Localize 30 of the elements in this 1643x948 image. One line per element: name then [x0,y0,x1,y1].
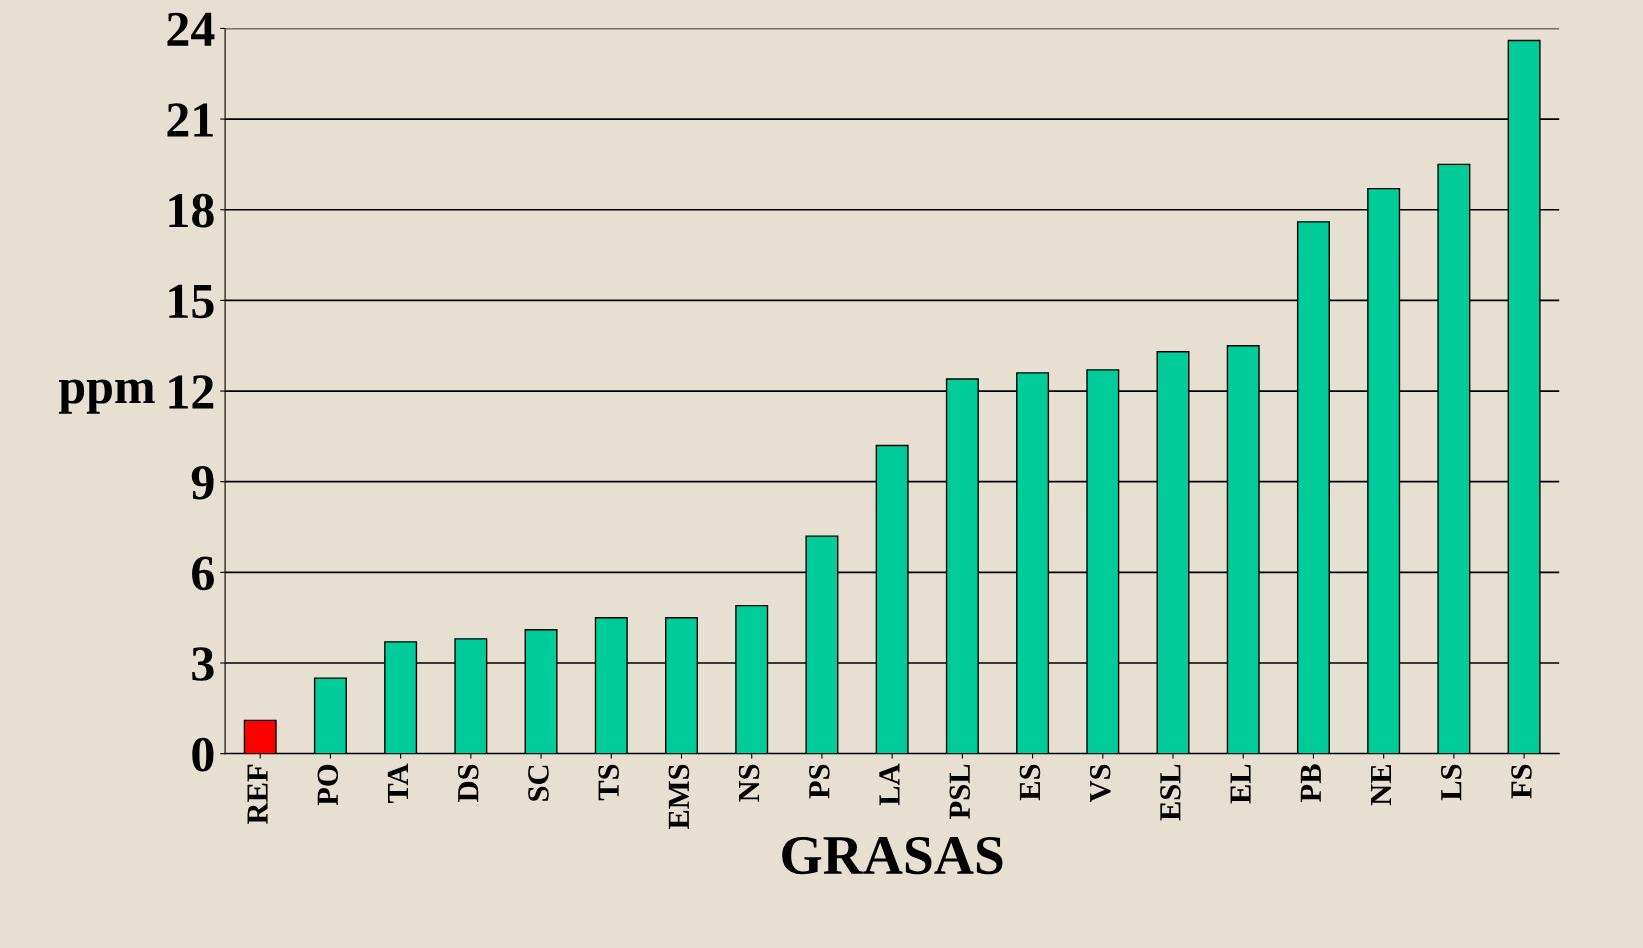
x-tick-label: PS [809,764,830,799]
x-tick-label: LS [1441,764,1462,801]
y-tick-label: 3 [192,647,214,681]
x-axis-title: GRASAS [782,836,1003,875]
x-tick-label: ES [1019,764,1041,801]
x-tick-label: PO [317,764,339,806]
x-tick-label: PB [1300,764,1321,802]
y-tick-label: 6 [192,556,214,591]
x-tick-label: FS [1511,764,1532,799]
y-tick-label: 9 [191,465,214,500]
y-axis-title: ppm [58,379,155,414]
y-tick-label: 0 [192,737,214,772]
x-tick-label: LA [879,763,900,806]
x-tick-label: ESL [1160,764,1181,821]
x-tick-label: TA [387,763,408,804]
y-tick-label: 24 [167,12,215,46]
x-tick-label: NE [1371,764,1392,806]
x-tick-label: PSL [949,764,971,819]
y-tick-label: 18 [169,193,214,228]
x-tick-label: TS [598,764,619,801]
y-tick-label: 21 [167,103,213,137]
x-tick-label: EMS [668,764,690,830]
x-tick-label: VS [1089,764,1111,803]
y-tick-label: 12 [169,375,214,409]
x-tick-label: EL [1230,764,1251,804]
x-tick-label: DS [457,764,479,802]
x-tick-label: REF [247,764,268,824]
x-tick-label: NS [738,764,760,802]
x-tick-label: SC [528,765,549,801]
y-tick-label: 15 [169,284,214,319]
